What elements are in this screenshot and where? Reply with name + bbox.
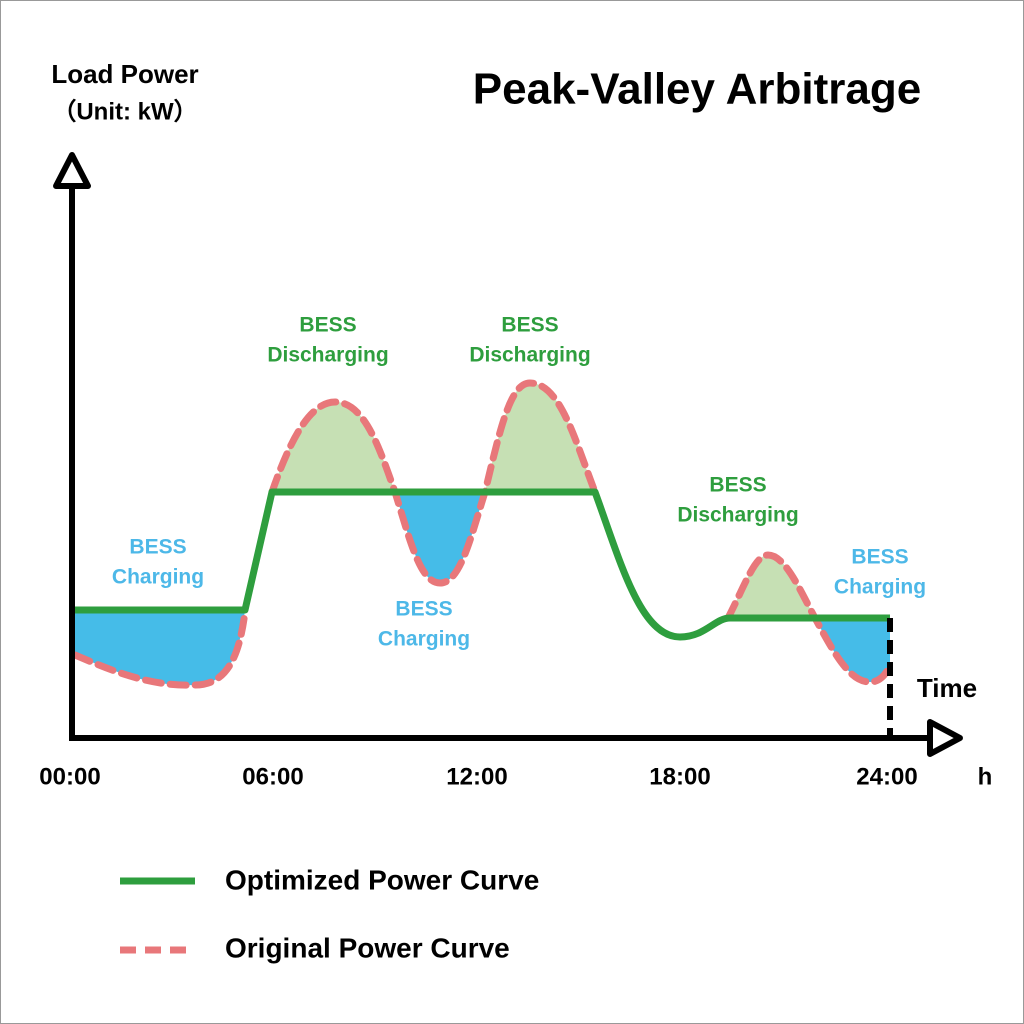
annotation: Discharging [267,344,388,367]
x-tick-label: 24:00 [856,763,917,790]
charging-area [75,610,245,686]
discharging-area [728,555,815,618]
annotation: BESS [709,474,766,497]
annotation: BESS [395,598,452,621]
x-tick-label: 12:00 [446,763,507,790]
legend-label: Optimized Power Curve [225,864,539,895]
discharging-area [485,383,595,492]
optimized-curve [75,488,890,641]
annotation: Charging [378,628,470,651]
charging-area [395,492,485,583]
y-axis-arrow [53,152,91,189]
annotation: BESS [501,314,558,337]
annotation: BESS [129,536,186,559]
x-axis-label: Time [917,673,977,703]
annotation: Charging [834,576,926,599]
x-tick-label: 18:00 [649,763,710,790]
annotation: Discharging [677,504,798,527]
annotation: Discharging [469,344,590,367]
annotation: BESS [299,314,356,337]
y-axis-label: Load Power [51,59,198,89]
title: Peak-Valley Arbitrage [473,65,921,114]
charging-area [815,618,890,682]
y-axis-unit: （Unit: kW） [52,98,197,125]
x-axis-unit: h [978,763,993,790]
annotation: Charging [112,566,204,589]
legend-label: Original Power Curve [225,932,510,963]
x-tick-label: 00:00 [39,763,100,790]
x-tick-label: 06:00 [242,763,303,790]
x-axis-arrow [927,719,963,757]
annotation: BESS [851,546,908,569]
